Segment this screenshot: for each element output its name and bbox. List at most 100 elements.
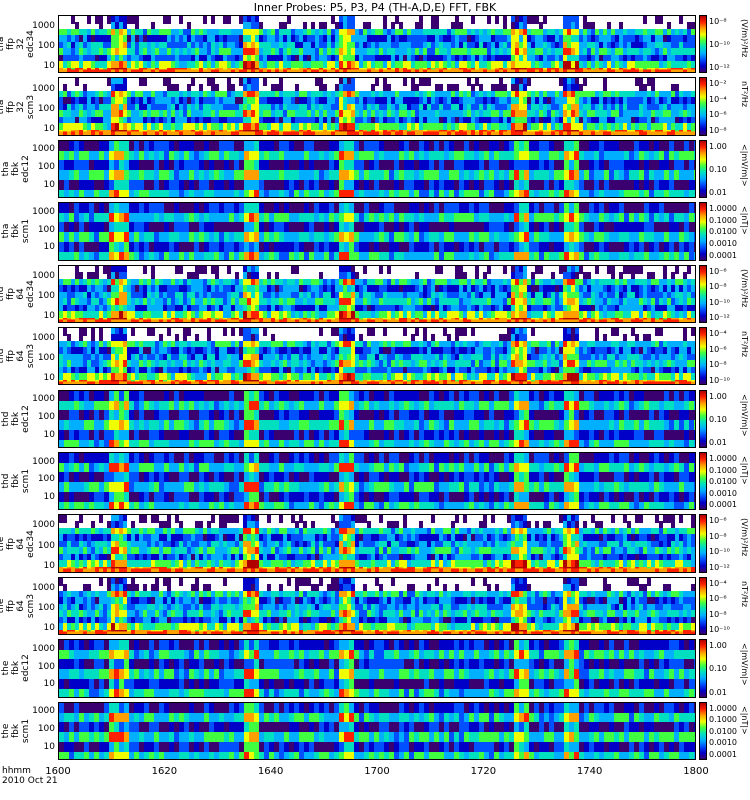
spectrogram-panel-tha-fbk-edc12: [58, 139, 696, 199]
colorbar-tick-label: 10⁻¹⁰: [709, 297, 730, 307]
colorbar-tick-label: 1.00: [709, 141, 727, 151]
colorbar-tick-label: 10⁻¹⁰: [709, 40, 730, 50]
x-tick-label: 1740: [576, 766, 603, 777]
spectrogram-panel-tha-ffp-32-scm3: [58, 77, 696, 136]
colorbar-unit: <|mV/m|>: [740, 393, 749, 437]
spectrogram-panel-tha-fbk-scm1: [58, 202, 696, 261]
y-tick-label: 10: [43, 491, 55, 502]
colorbar-tick-label: 0.0001: [709, 250, 737, 260]
colorbar: [699, 576, 707, 636]
y-tick-label: 10: [43, 679, 55, 690]
spectrogram-panel-thd-ffp-64-scm3: [58, 327, 696, 386]
y-tick-label: 10: [43, 373, 55, 384]
colorbar-tick-label: 0.1000: [709, 715, 737, 725]
y-tick-label: 100: [37, 474, 55, 485]
colorbar-tick-label: 0.01: [709, 437, 727, 447]
spectrogram-image: [59, 702, 695, 759]
y-tick-label: 100: [37, 103, 55, 114]
y-tick-label: 10: [43, 311, 55, 322]
colorbar-unit: (V/m)²/Hz: [740, 268, 749, 307]
x-tick-label: 1640: [257, 766, 284, 777]
colorbar-unit: <|nT|>: [740, 455, 749, 485]
spectrogram-image: [59, 452, 695, 510]
colorbar-unit: <|mV/m|>: [740, 143, 749, 187]
colorbar: [699, 327, 707, 386]
y-tick-label: 10: [43, 623, 55, 634]
colorbar-tick-label: 1.00: [709, 641, 727, 651]
colorbar-tick-label: 10⁻⁴: [709, 578, 727, 588]
x-tick-label: 1720: [470, 766, 497, 777]
colorbar-tick-label: 0.10: [709, 664, 727, 674]
colorbar-unit: nT²/Hz: [740, 580, 749, 607]
y-tick-label: 100: [37, 290, 55, 301]
colorbar-tick-label: 10⁻¹⁰: [709, 547, 730, 557]
y-tick-label: 100: [37, 224, 55, 235]
y-tick-label: 1000: [32, 21, 55, 32]
colorbar: [699, 701, 707, 760]
y-tick-label: 1000: [32, 582, 55, 593]
colorbar-tick-label: 10⁻⁸: [709, 360, 727, 370]
y-tick-label: 10: [43, 179, 55, 190]
y-tick-label: 100: [37, 353, 55, 364]
colorbar-tick-label: 10⁻⁸: [709, 609, 727, 619]
colorbar-unit: nT²/Hz: [740, 81, 749, 108]
spectrogram-panel-the-fbk-edc12: [58, 639, 696, 698]
colorbar-tick-label: 0.01: [709, 188, 727, 198]
colorbar-tick-label: 10⁻¹²: [709, 562, 730, 572]
spectrogram-panel-thd-fbk-edc12: [58, 389, 696, 448]
y-tick-label: 10: [43, 123, 55, 134]
colorbar-unit: (V/m)²/Hz: [740, 19, 749, 58]
colorbar-tick-label: 1.0000: [709, 703, 737, 713]
y-tick-label: 100: [37, 723, 55, 734]
y-tick-label: 1000: [32, 456, 55, 467]
colorbar-tick-label: 10⁻¹⁰: [709, 625, 730, 635]
colorbar: [699, 514, 707, 573]
y-tick-label: 1000: [32, 520, 55, 531]
y-tick-label: 1000: [32, 394, 55, 405]
colorbar: [699, 15, 707, 74]
colorbar-tick-label: 0.0100: [709, 726, 737, 736]
spectrogram-image: [59, 203, 695, 260]
spectrogram-panel-thd-ffp-64-edc34: [58, 264, 696, 324]
y-tick-label: 100: [37, 162, 55, 173]
y-tick-label: 1000: [32, 83, 55, 94]
colorbar-tick-label: 10⁻⁶: [709, 516, 727, 526]
spectrogram-image: [59, 328, 695, 385]
colorbar-tick-label: 10⁻⁶: [709, 266, 727, 276]
y-tick-label: 1000: [32, 206, 55, 217]
y-tick-label: 1000: [32, 643, 55, 654]
colorbar-tick-label: 10⁻⁸: [709, 125, 727, 135]
y-tick-label: 100: [37, 411, 55, 422]
x-tick-label: 1800: [683, 766, 709, 777]
colorbar-tick-label: 10⁻¹⁰: [709, 375, 730, 385]
spectrogram-image: [59, 140, 695, 198]
colorbar: [699, 139, 707, 199]
y-tick-label: 10: [43, 560, 55, 571]
colorbar-tick-label: 0.01: [709, 687, 727, 697]
y-tick-label: 1000: [32, 270, 55, 281]
colorbar-tick-label: 0.0010: [709, 738, 737, 748]
colorbar: [699, 389, 707, 448]
x-axis-label-date: 2010 Oct 21: [2, 776, 58, 786]
colorbar-tick-label: 0.10: [709, 414, 727, 424]
x-tick-label: 1600: [45, 766, 71, 777]
colorbar-tick-label: 0.0100: [709, 477, 737, 487]
colorbar-tick-label: 10⁻⁶: [709, 594, 727, 604]
spectrogram-image: [59, 78, 695, 135]
colorbar-tick-label: 0.0001: [709, 500, 737, 510]
y-tick-label: 1000: [32, 144, 55, 155]
colorbar-tick-label: 0.0100: [709, 227, 737, 237]
spectrogram-panel-the-ffp-64-scm3: [58, 576, 696, 636]
y-tick-label: 10: [43, 429, 55, 440]
spectrogram-image: [59, 640, 695, 697]
y-tick-label: 100: [37, 540, 55, 551]
colorbar-tick-label: 10⁻⁴: [709, 329, 727, 339]
spectrogram-image: [59, 265, 695, 323]
x-tick-label: 1700: [364, 766, 390, 777]
colorbar-tick-label: 1.00: [709, 391, 727, 401]
colorbar-tick-label: 0.1000: [709, 465, 737, 475]
colorbar: [699, 202, 707, 261]
colorbar-tick-label: 0.10: [709, 165, 727, 175]
colorbar-unit: (V/m)²/Hz: [740, 518, 749, 557]
spectrogram-panel-thd-fbk-scm1: [58, 451, 696, 511]
